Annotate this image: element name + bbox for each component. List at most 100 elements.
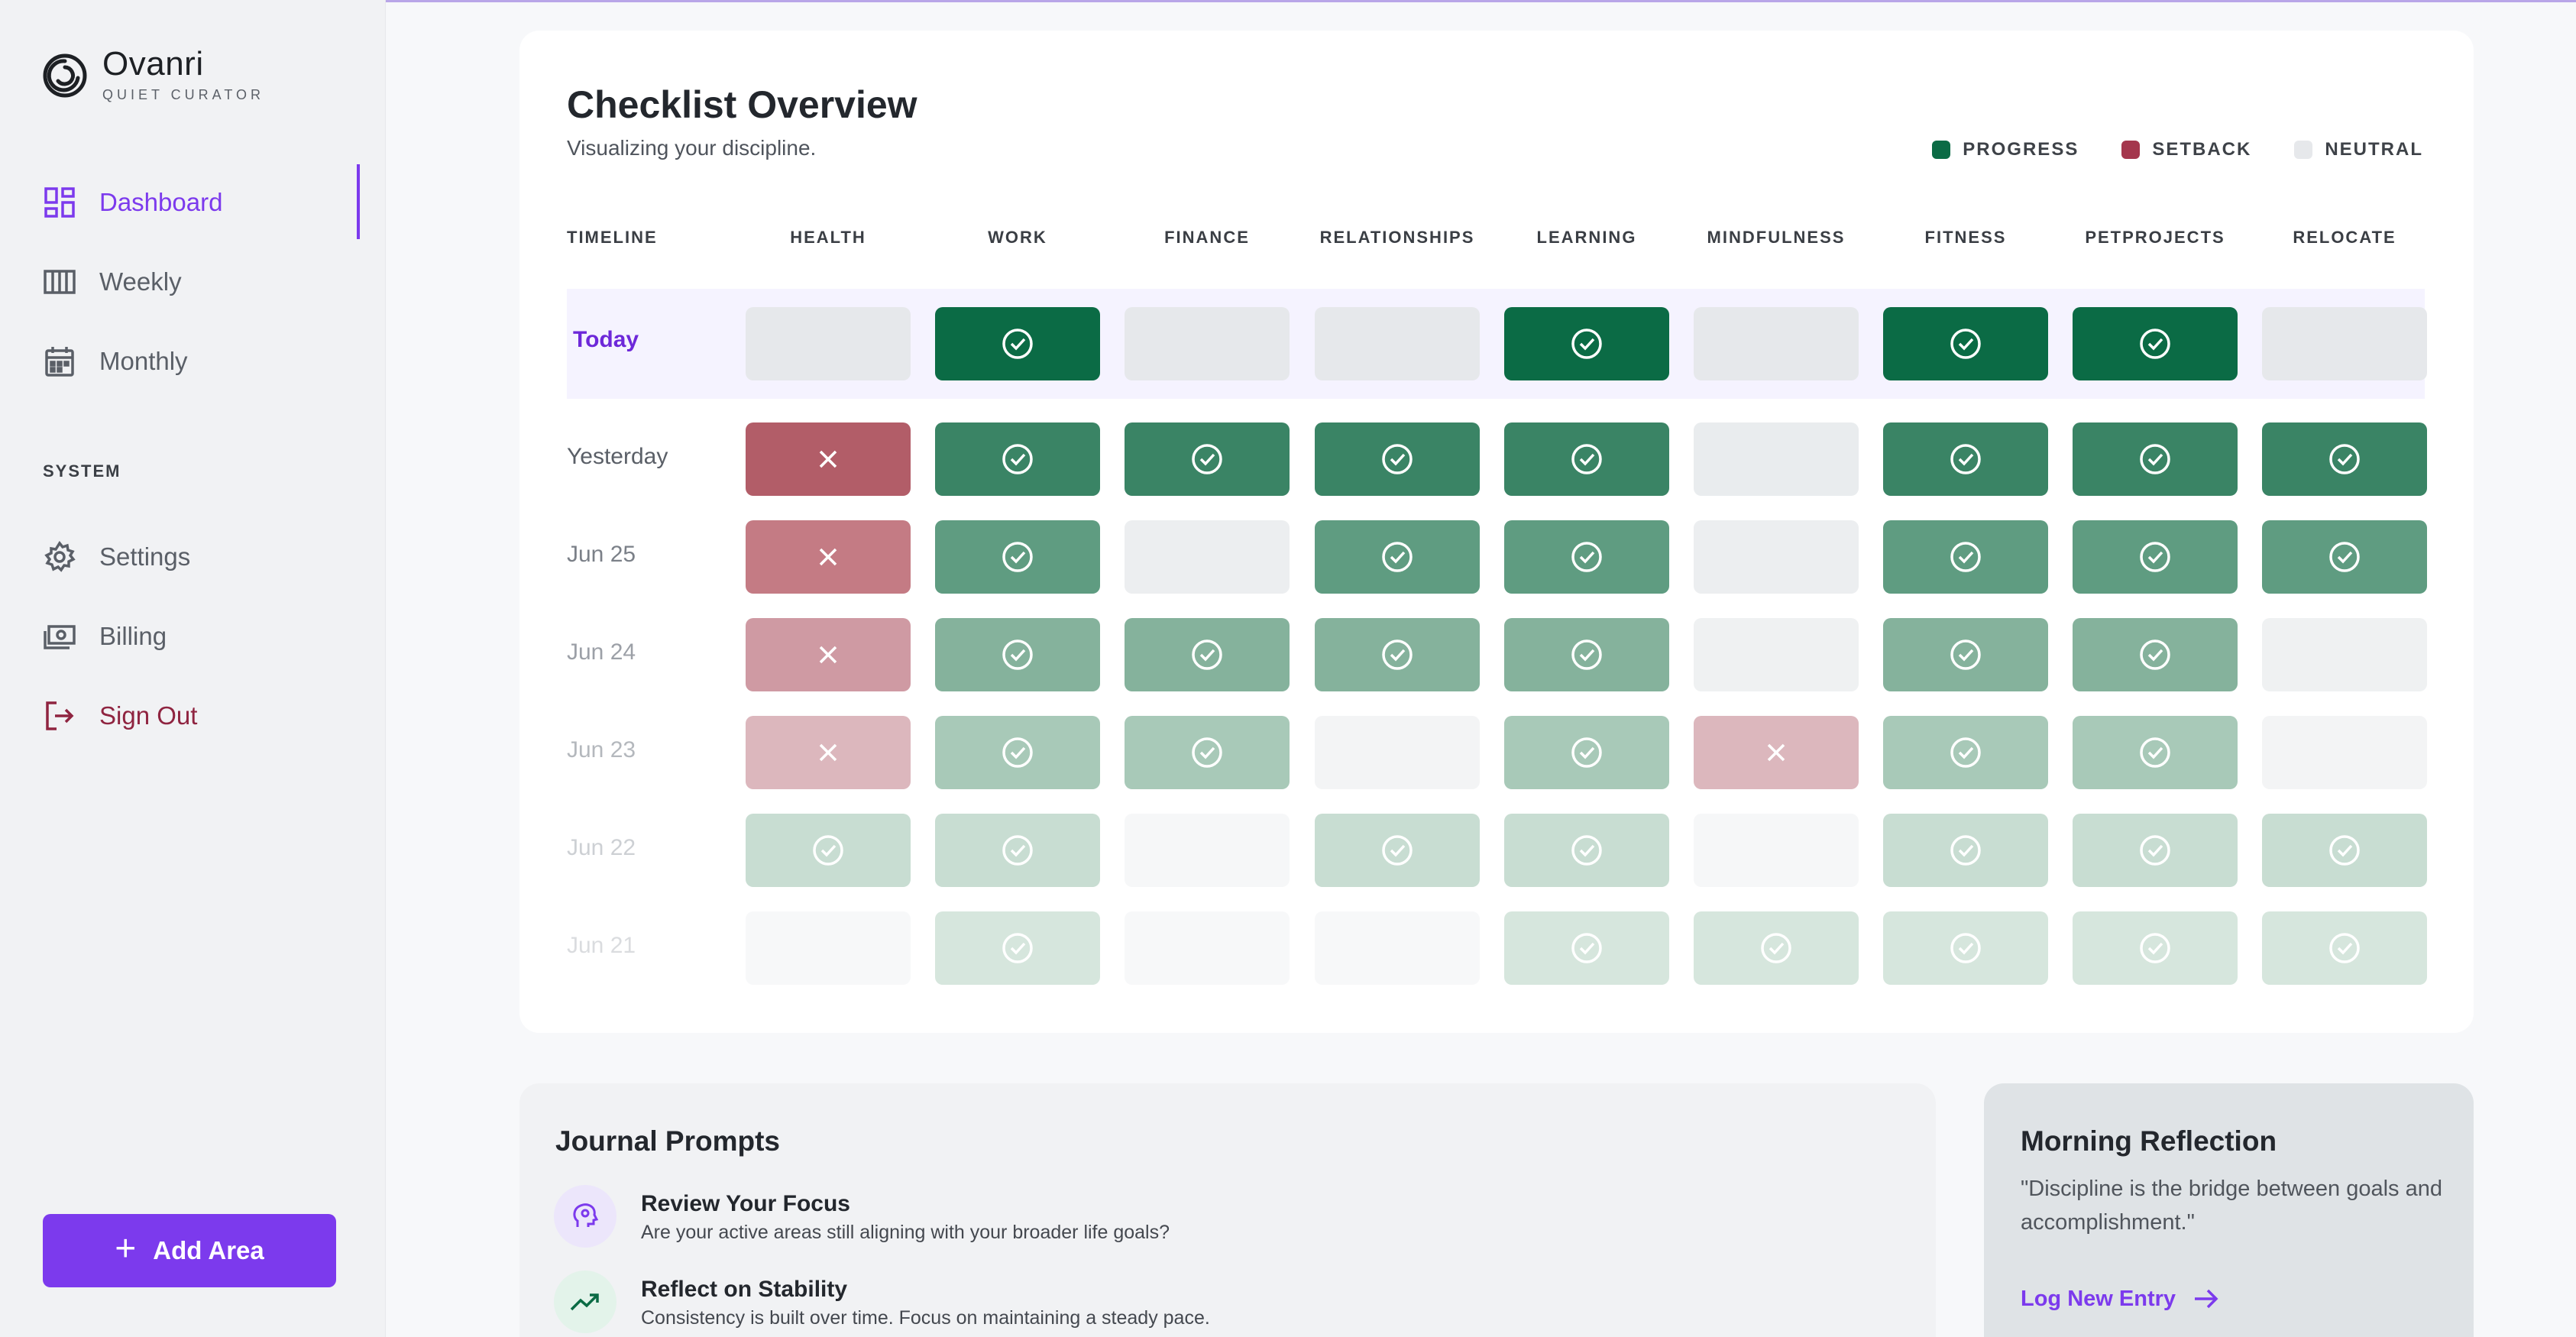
- brand[interactable]: Ovanri QUIET CURATOR: [41, 47, 264, 103]
- nav-item-sign-out[interactable]: Sign Out: [0, 676, 386, 756]
- status-cell-petprojects[interactable]: [2073, 307, 2238, 380]
- status-cell-work[interactable]: [935, 307, 1100, 380]
- status-cell-petprojects[interactable]: [2073, 911, 2238, 985]
- status-cell-relationships[interactable]: [1315, 814, 1480, 887]
- status-cell-health[interactable]: [746, 307, 911, 380]
- column-header-mindfulness[interactable]: MINDFULNESS: [1707, 228, 1846, 247]
- status-cell-learning[interactable]: [1504, 618, 1669, 691]
- status-cell-petprojects[interactable]: [2073, 520, 2238, 594]
- check-circle-icon: [2140, 737, 2170, 768]
- status-cell-fitness[interactable]: [1883, 618, 2048, 691]
- status-cell-health[interactable]: [746, 422, 911, 496]
- status-cell-finance[interactable]: [1125, 814, 1290, 887]
- status-cell-mindfulness[interactable]: [1694, 716, 1859, 789]
- status-cell-learning[interactable]: [1504, 716, 1669, 789]
- check-circle-icon: [1002, 329, 1033, 359]
- row-label: Yesterday: [567, 444, 668, 469]
- legend-swatch: [2294, 141, 2313, 159]
- status-cell-work[interactable]: [935, 422, 1100, 496]
- add-area-button[interactable]: + Add Area: [43, 1214, 336, 1287]
- status-cell-relocate[interactable]: [2262, 716, 2427, 789]
- close-icon: [819, 743, 837, 762]
- status-cell-finance[interactable]: [1125, 911, 1290, 985]
- status-cell-relationships[interactable]: [1315, 618, 1480, 691]
- column-header-work[interactable]: WORK: [988, 228, 1047, 247]
- prompt-review-focus[interactable]: Review Your Focus Are your active areas …: [554, 1185, 1170, 1248]
- column-header-petprojects[interactable]: PETPROJECTS: [2085, 228, 2225, 247]
- status-cell-petprojects[interactable]: [2073, 814, 2238, 887]
- reflection-quote: "Discipline is the bridge between goals …: [2021, 1177, 2442, 1235]
- check-circle-icon: [2140, 444, 2170, 474]
- status-cell-health[interactable]: [746, 716, 911, 789]
- prompt-desc: Consistency is built over time. Focus on…: [641, 1307, 1210, 1329]
- check-circle-icon: [1761, 933, 1791, 963]
- status-cell-fitness[interactable]: [1883, 307, 2048, 380]
- legend-label: PROGRESS: [1963, 139, 2079, 160]
- status-cell-learning[interactable]: [1504, 911, 1669, 985]
- status-cell-learning[interactable]: [1504, 814, 1669, 887]
- status-cell-finance[interactable]: [1125, 716, 1290, 789]
- column-header-relocate[interactable]: RELOCATE: [2293, 228, 2396, 247]
- status-cell-relationships[interactable]: [1315, 307, 1480, 380]
- status-cell-relationships[interactable]: [1315, 911, 1480, 985]
- status-cell-finance[interactable]: [1125, 520, 1290, 594]
- status-cell-finance[interactable]: [1125, 618, 1290, 691]
- status-cell-mindfulness[interactable]: [1694, 422, 1859, 496]
- status-cell-health[interactable]: [746, 618, 911, 691]
- nav-item-billing[interactable]: Billing: [0, 597, 386, 676]
- status-cell-petprojects[interactable]: [2073, 618, 2238, 691]
- status-cell-relationships[interactable]: [1315, 716, 1480, 789]
- status-cell-finance[interactable]: [1125, 422, 1290, 496]
- nav-item-monthly[interactable]: Monthly: [0, 322, 386, 401]
- nav-label: Billing: [99, 622, 167, 650]
- prompt-reflect-stability[interactable]: Reflect on Stability Consistency is buil…: [554, 1271, 1210, 1333]
- status-cell-petprojects[interactable]: [2073, 716, 2238, 789]
- status-cell-relocate[interactable]: [2262, 618, 2427, 691]
- column-header-fitness[interactable]: FITNESS: [1924, 228, 2007, 247]
- status-cell-mindfulness[interactable]: [1694, 911, 1859, 985]
- status-cell-work[interactable]: [935, 716, 1100, 789]
- status-cell-relocate[interactable]: [2262, 814, 2427, 887]
- status-cell-mindfulness[interactable]: [1694, 307, 1859, 380]
- gear-icon: [44, 540, 76, 572]
- status-cell-relationships[interactable]: [1315, 520, 1480, 594]
- status-cell-health[interactable]: [746, 911, 911, 985]
- check-circle-icon: [1571, 639, 1602, 670]
- status-cell-mindfulness[interactable]: [1694, 814, 1859, 887]
- nav-item-settings[interactable]: Settings: [0, 517, 386, 597]
- status-cell-fitness[interactable]: [1883, 911, 2048, 985]
- status-cell-health[interactable]: [746, 814, 911, 887]
- status-cell-relocate[interactable]: [2262, 911, 2427, 985]
- status-cell-work[interactable]: [935, 618, 1100, 691]
- column-header-finance[interactable]: FINANCE: [1164, 228, 1250, 247]
- nav-item-dashboard[interactable]: Dashboard: [0, 163, 386, 242]
- status-cell-work[interactable]: [935, 911, 1100, 985]
- status-cell-relocate[interactable]: [2262, 307, 2427, 380]
- status-cell-relationships[interactable]: [1315, 422, 1480, 496]
- status-cell-fitness[interactable]: [1883, 716, 2048, 789]
- column-header-health[interactable]: HEALTH: [790, 228, 866, 247]
- column-header-learning[interactable]: LEARNING: [1536, 228, 1637, 247]
- status-cell-work[interactable]: [935, 814, 1100, 887]
- column-header-relationships[interactable]: RELATIONSHIPS: [1319, 228, 1475, 247]
- status-cell-relocate[interactable]: [2262, 422, 2427, 496]
- status-cell-relocate[interactable]: [2262, 520, 2427, 594]
- status-cell-learning[interactable]: [1504, 520, 1669, 594]
- check-circle-icon: [2140, 329, 2170, 359]
- status-cell-finance[interactable]: [1125, 307, 1290, 380]
- status-cell-petprojects[interactable]: [2073, 422, 2238, 496]
- status-cell-fitness[interactable]: [1883, 520, 2048, 594]
- nav-item-weekly[interactable]: Weekly: [0, 242, 386, 322]
- status-cell-health[interactable]: [746, 520, 911, 594]
- mind-icon: [554, 1185, 616, 1248]
- billing-icon: [44, 625, 76, 649]
- status-cell-mindfulness[interactable]: [1694, 520, 1859, 594]
- check-circle-icon: [1382, 444, 1413, 474]
- status-cell-work[interactable]: [935, 520, 1100, 594]
- status-cell-mindfulness[interactable]: [1694, 618, 1859, 691]
- status-cell-fitness[interactable]: [1883, 422, 2048, 496]
- status-cell-learning[interactable]: [1504, 307, 1669, 380]
- log-new-entry-link[interactable]: Log New Entry: [2021, 1284, 2222, 1314]
- status-cell-learning[interactable]: [1504, 422, 1669, 496]
- status-cell-fitness[interactable]: [1883, 814, 2048, 887]
